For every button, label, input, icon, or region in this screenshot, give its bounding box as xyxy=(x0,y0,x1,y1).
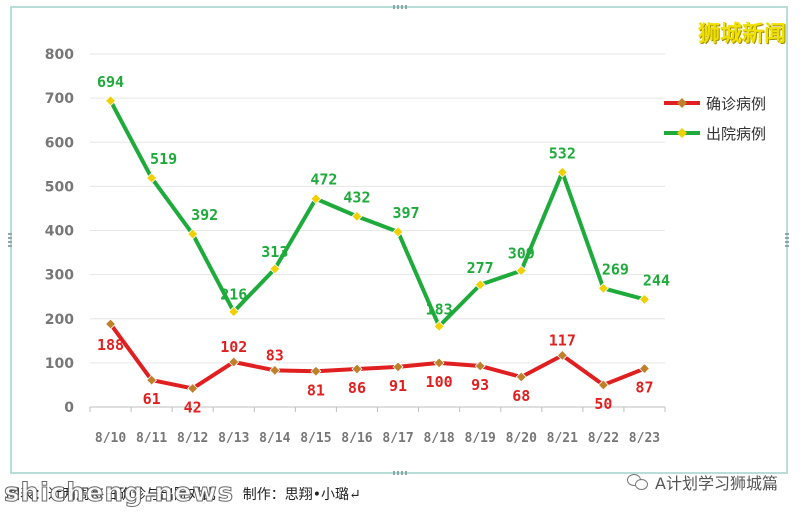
data-point xyxy=(638,293,650,305)
data-label: 100 xyxy=(426,373,453,391)
x-tick-label: 8/20 xyxy=(506,431,537,446)
chart-frame xyxy=(10,6,788,474)
data-label: 87 xyxy=(635,379,653,397)
data-label: 519 xyxy=(150,150,177,168)
data-point xyxy=(597,379,609,391)
y-tick-label: 300 xyxy=(45,268,74,284)
legend-swatch-marker xyxy=(677,98,687,108)
data-point xyxy=(556,349,568,361)
series-line-2 xyxy=(108,99,645,329)
data-point xyxy=(515,265,527,277)
series-line-1 xyxy=(108,322,646,391)
data-label: 472 xyxy=(310,171,337,189)
x-tick-label: 8/19 xyxy=(465,431,496,446)
x-tick-label: 8/21 xyxy=(547,431,578,446)
x-tick-label: 8/12 xyxy=(177,431,208,446)
x-tick-label: 8/15 xyxy=(300,431,331,446)
data-point xyxy=(105,95,117,107)
data-label: 42 xyxy=(184,398,202,416)
data-point xyxy=(474,279,486,291)
y-tick-label: 700 xyxy=(45,91,74,107)
legend-swatch-marker xyxy=(677,128,687,138)
y-tick-label: 400 xyxy=(45,224,74,240)
y-tick-label: 100 xyxy=(45,356,74,372)
resize-handle-bottom[interactable] xyxy=(393,471,407,475)
resize-handle-top[interactable] xyxy=(393,5,407,9)
data-label: 277 xyxy=(467,259,494,277)
data-point xyxy=(269,263,281,275)
y-tick-label: 500 xyxy=(45,179,74,195)
data-point xyxy=(187,382,199,394)
data-label: 532 xyxy=(549,144,576,162)
data-label: 313 xyxy=(261,243,288,261)
x-tick-label: 8/16 xyxy=(341,431,372,446)
legend-label: 确诊病例 xyxy=(706,95,766,113)
data-point xyxy=(474,360,486,372)
data-point xyxy=(228,356,240,368)
data-point xyxy=(392,361,404,373)
data-label: 269 xyxy=(602,260,629,278)
x-tick-label: 8/22 xyxy=(588,431,619,446)
data-point xyxy=(392,226,404,238)
account-name: A计划学习狮城篇 xyxy=(655,474,778,493)
data-point xyxy=(556,166,568,178)
data-point xyxy=(638,363,650,375)
data-label: 183 xyxy=(426,300,453,318)
data-point xyxy=(146,172,158,184)
data-label: 309 xyxy=(508,245,535,263)
data-label: 50 xyxy=(594,395,612,413)
y-tick-label: 800 xyxy=(45,47,74,63)
data-label: 68 xyxy=(512,387,530,405)
data-point xyxy=(433,357,445,369)
x-tick-label: 8/10 xyxy=(95,431,126,446)
chart-caption: 图表：近两周每日确诊与出院对比 制作：思翔•小璐↵ xyxy=(6,487,361,503)
data-point xyxy=(310,365,322,377)
data-label: 93 xyxy=(471,376,489,394)
legend-label: 出院病例 xyxy=(706,125,766,143)
data-point xyxy=(310,193,322,205)
brand-logo-text: 狮城新闻 xyxy=(697,22,786,47)
x-tick-label: 8/18 xyxy=(423,431,454,446)
y-tick-label: 0 xyxy=(64,400,74,416)
x-tick-label: 8/17 xyxy=(382,431,413,446)
data-label: 392 xyxy=(191,206,218,224)
data-point xyxy=(105,318,117,330)
data-label: 117 xyxy=(549,331,576,349)
x-tick-label: 8/23 xyxy=(629,431,660,446)
data-point xyxy=(269,364,281,376)
data-label: 244 xyxy=(643,271,670,289)
data-label: 397 xyxy=(392,204,419,222)
data-label: 81 xyxy=(307,381,325,399)
data-point xyxy=(597,282,609,294)
data-label: 432 xyxy=(343,188,370,206)
data-point xyxy=(187,228,199,240)
data-label: 694 xyxy=(97,73,124,91)
data-label: 61 xyxy=(143,390,161,408)
data-label: 188 xyxy=(97,336,124,354)
site-watermark: shicheng.news xyxy=(3,478,235,509)
y-tick-label: 200 xyxy=(45,312,74,328)
account-watermark: A计划学习狮城篇 xyxy=(627,470,778,494)
x-tick-label: 8/14 xyxy=(259,431,290,446)
data-point xyxy=(515,371,527,383)
x-tick-label: 8/13 xyxy=(218,431,249,446)
data-label: 83 xyxy=(266,346,284,364)
data-point xyxy=(351,210,363,222)
data-label: 91 xyxy=(389,377,407,395)
resize-handle-left[interactable] xyxy=(8,233,12,247)
data-label: 216 xyxy=(220,286,247,304)
wechat-icon xyxy=(627,474,649,490)
data-point xyxy=(433,320,445,332)
y-tick-label: 600 xyxy=(45,135,74,151)
data-point xyxy=(351,363,363,375)
data-label: 86 xyxy=(348,379,366,397)
data-point xyxy=(228,306,240,318)
data-label: 102 xyxy=(220,338,247,356)
resize-handle-right[interactable] xyxy=(785,233,789,247)
x-tick-label: 8/11 xyxy=(136,431,167,446)
data-point xyxy=(146,374,158,386)
